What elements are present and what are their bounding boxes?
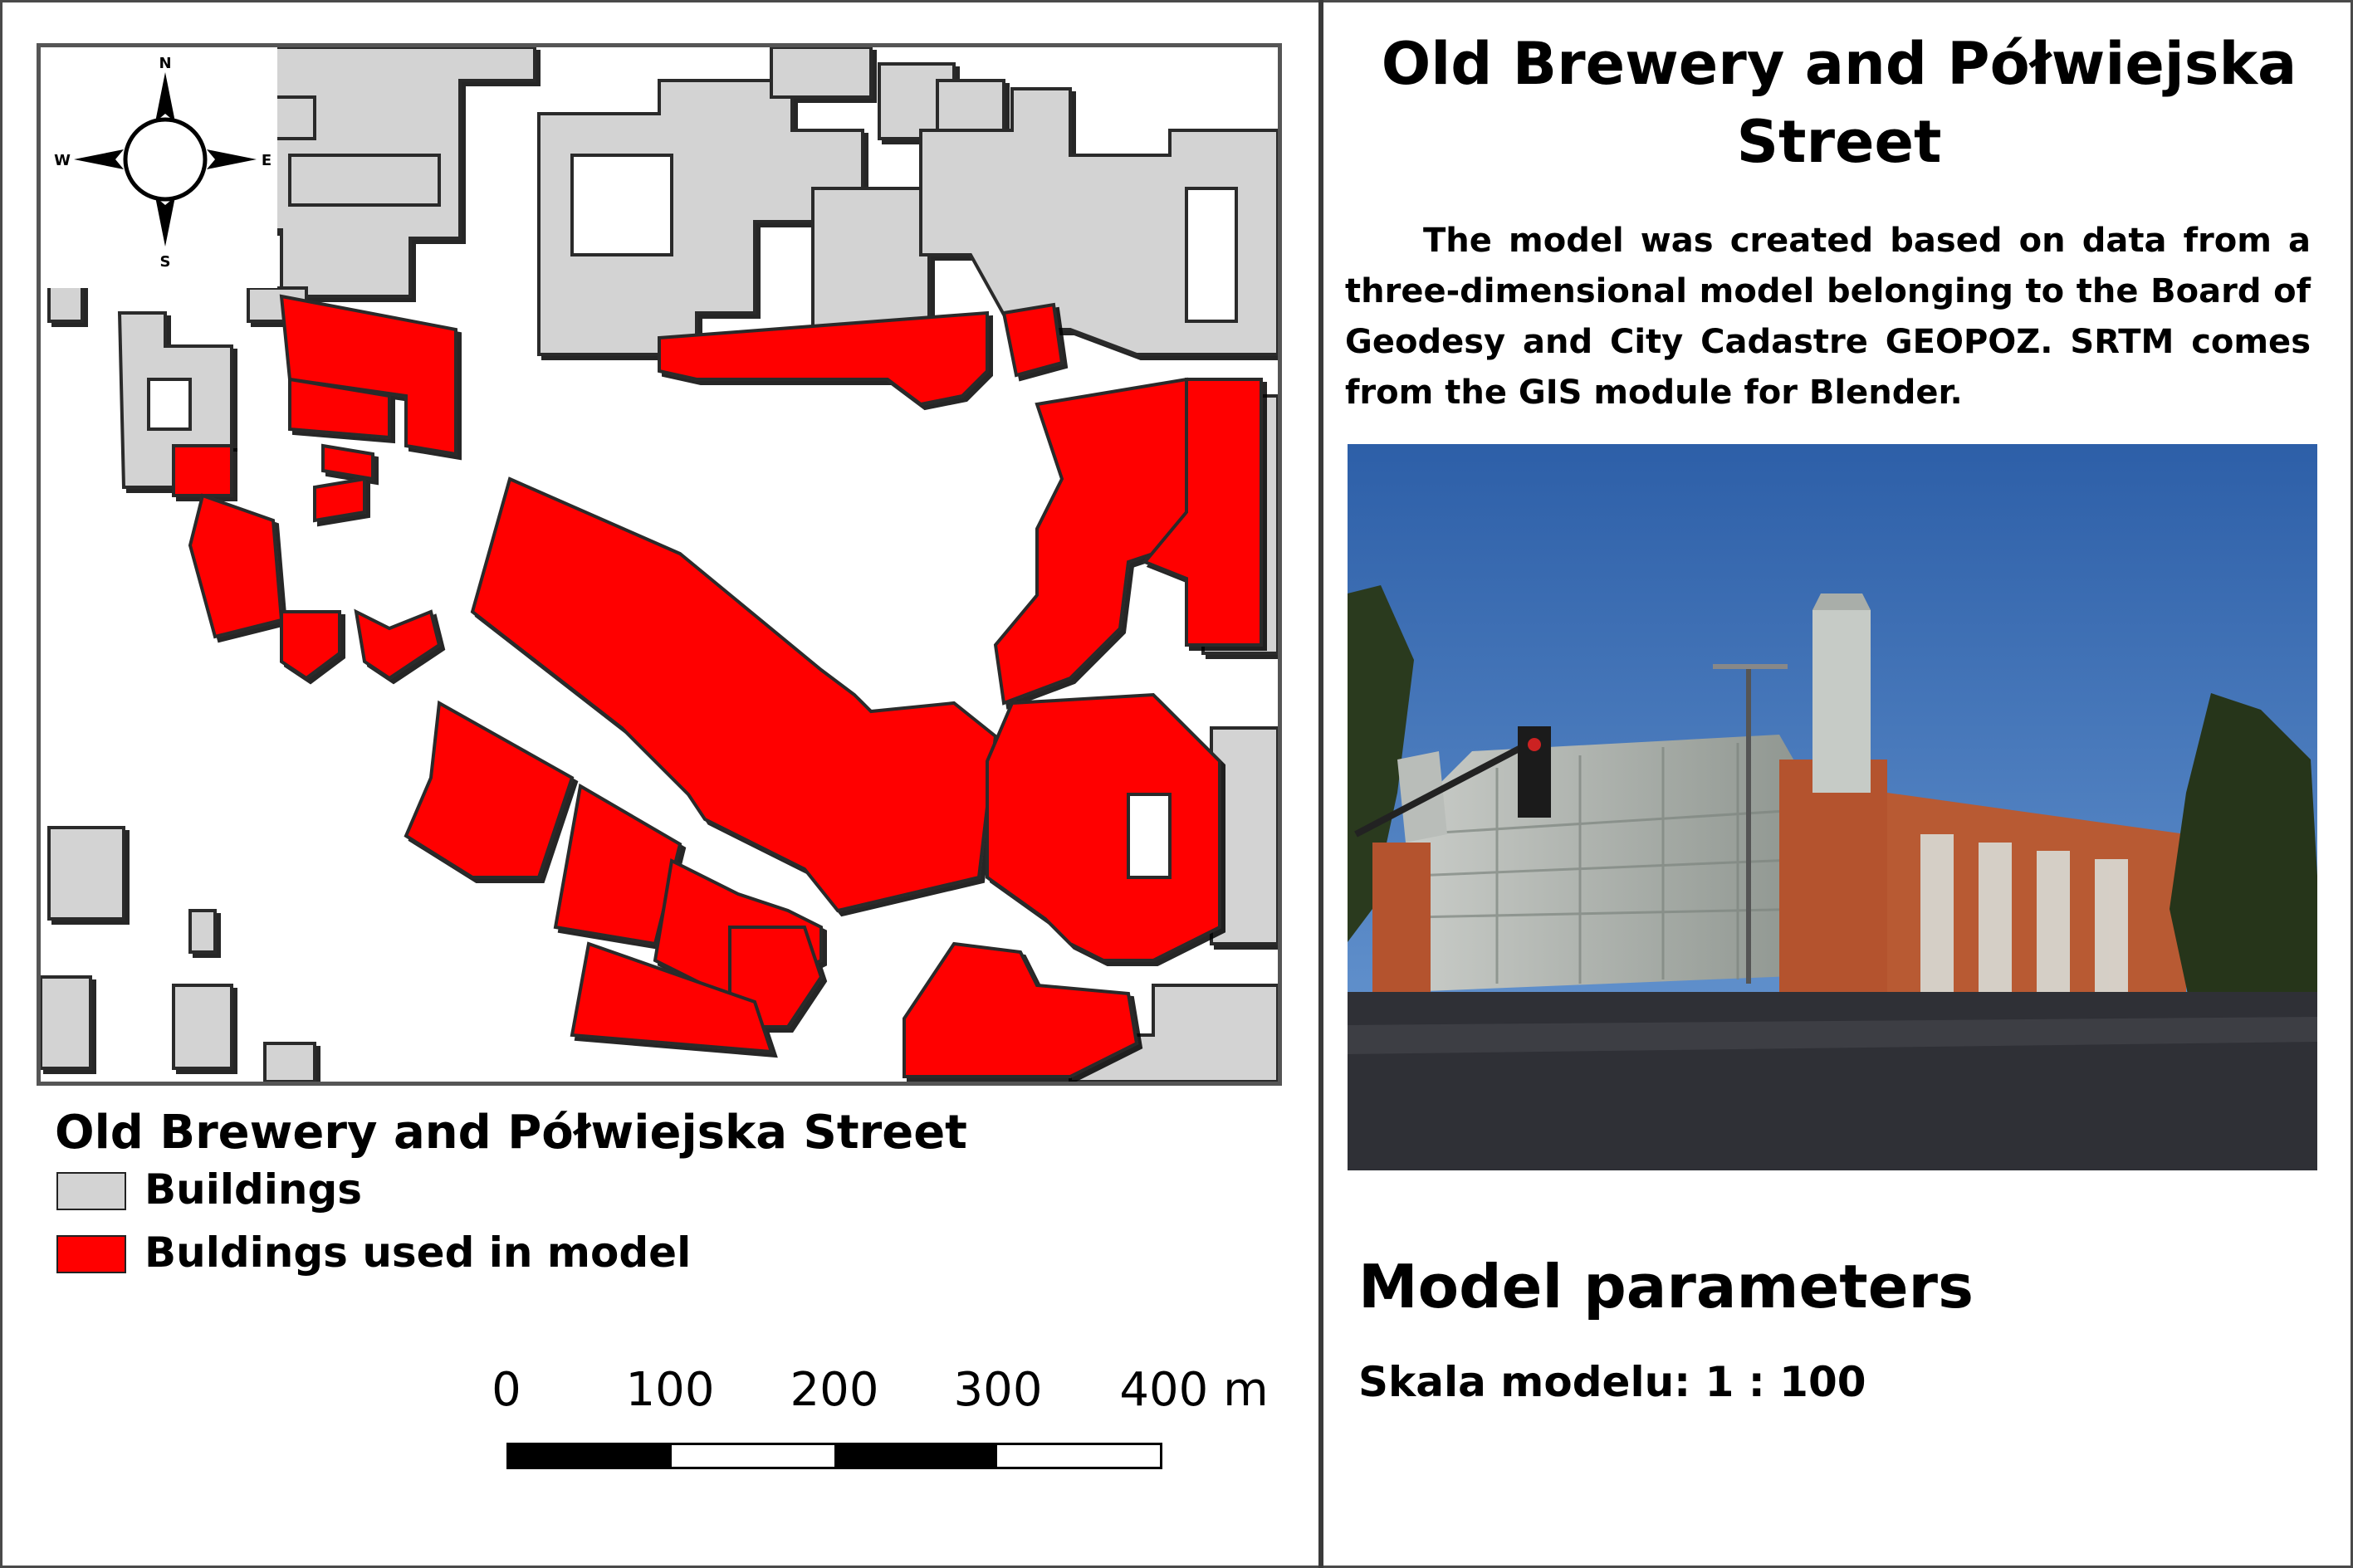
model-scale-line: Skala modelu: 1 : 100	[1358, 1358, 1866, 1406]
scale-tick-0: 0	[492, 1363, 521, 1417]
photo-illustration	[1348, 444, 2317, 1170]
info-panel: Old Brewery and Półwiejska Street The mo…	[1328, 0, 2353, 1568]
legend-swatch-model-buildings	[56, 1235, 126, 1273]
scale-segment	[672, 1445, 834, 1467]
model-buildings-layer	[172, 294, 1263, 1078]
model-description: The model was created based on data from…	[1345, 222, 2311, 412]
scale-tick-100: 100	[625, 1363, 715, 1417]
compass-rose: N S E W	[41, 47, 277, 288]
legend-item-buildings: Buildings	[55, 1162, 1284, 1225]
building-photo	[1348, 444, 2317, 1170]
panel-title: Old Brewery and Półwiejska Street	[1381, 30, 2297, 176]
legend-item-model-buildings: Buldings used in model	[55, 1225, 1284, 1288]
compass-east-label: E	[262, 152, 272, 169]
scale-tick-300: 300	[953, 1363, 1043, 1417]
scale-bar: 0 100 200 300 400 m	[465, 1361, 1279, 1478]
map-canvas: N S E W	[41, 47, 1278, 1082]
scale-bar-segments	[506, 1443, 1162, 1469]
scale-tick-400: 400 m	[1119, 1363, 1269, 1417]
compass-south-label: S	[160, 253, 171, 271]
legend-swatch-buildings	[56, 1172, 126, 1210]
scale-tick-200: 200	[790, 1363, 879, 1417]
scale-segment	[997, 1445, 1160, 1467]
compass-north-label: N	[159, 55, 171, 72]
compass-west-label: W	[54, 152, 71, 169]
scale-segment	[834, 1445, 997, 1467]
legend-label-buildings: Buildings	[144, 1165, 363, 1214]
legend-label-model-buildings: Buldings used in model	[144, 1229, 692, 1277]
map-frame[interactable]: N S E W	[37, 43, 1282, 1086]
model-parameters-title: Model parameters	[1358, 1252, 1974, 1321]
scale-segment	[509, 1445, 672, 1467]
map-panel: N S E W	[37, 43, 1282, 1086]
map-legend: Old Brewery and Półwiejska Street Buildi…	[55, 1104, 1284, 1288]
legend-title: Old Brewery and Półwiejska Street	[55, 1106, 967, 1160]
panel-divider	[1318, 0, 1323, 1568]
